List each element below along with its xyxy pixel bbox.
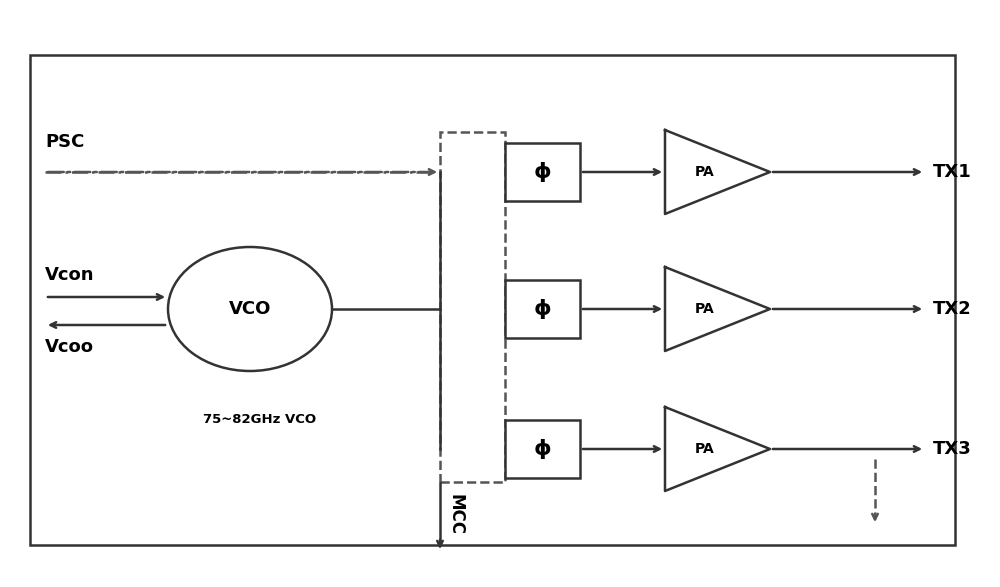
Text: 75~82GHz VCO: 75~82GHz VCO (203, 413, 317, 426)
Polygon shape (665, 407, 770, 491)
Text: TX1: TX1 (933, 163, 972, 181)
Text: MCC: MCC (446, 494, 464, 535)
Text: ϕ: ϕ (534, 299, 551, 319)
Bar (505, 420, 580, 478)
Text: PA: PA (695, 302, 715, 316)
Text: PA: PA (695, 165, 715, 179)
Text: ϕ: ϕ (534, 162, 551, 182)
Polygon shape (665, 130, 770, 214)
Text: Vcon: Vcon (45, 266, 95, 284)
Text: ϕ: ϕ (534, 439, 551, 459)
Bar (30, 55, 955, 545)
Text: Vcoo: Vcoo (45, 338, 94, 356)
Text: PA: PA (695, 442, 715, 456)
Ellipse shape (168, 247, 332, 371)
Bar (505, 143, 580, 201)
Text: PSC: PSC (45, 133, 84, 151)
Text: TX3: TX3 (933, 440, 972, 458)
Text: TX2: TX2 (933, 300, 972, 318)
Bar (505, 280, 580, 338)
Polygon shape (665, 267, 770, 351)
Text: VCO: VCO (229, 300, 271, 318)
Bar (440, 132, 505, 482)
